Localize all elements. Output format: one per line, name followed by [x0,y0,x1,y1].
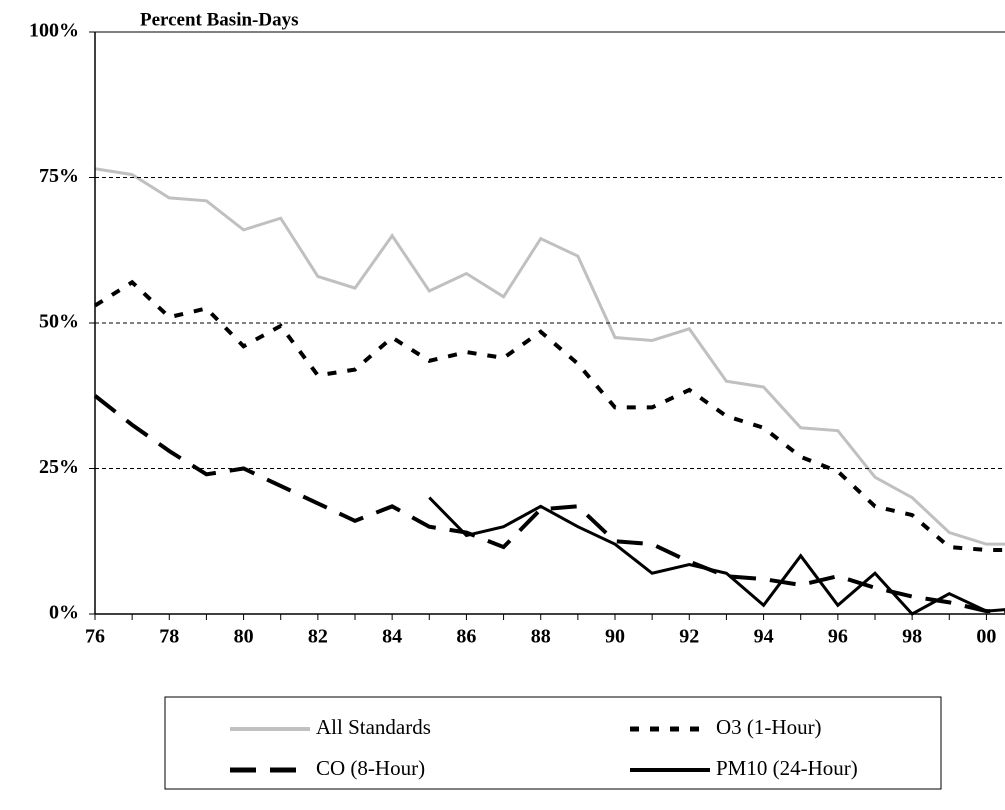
series-line [428,496,1005,616]
legend-box [164,696,942,790]
x-tick-label: 78 [159,626,179,648]
x-tick-label: 88 [531,626,551,648]
x-tick-label: 82 [308,626,328,648]
legend-label: CO (8-Hour) [316,756,425,780]
y-tick-label: 100% [29,20,79,42]
y-tick-label: 25% [39,456,79,478]
series-line [94,167,1005,546]
legend-label: PM10 (24-Hour) [716,756,858,780]
x-tick-label: 98 [902,626,922,648]
x-tick-label: 76 [85,626,105,648]
y-tick-label: 50% [39,311,79,333]
x-tick-label: 00 [976,626,996,648]
series-line [93,394,1005,614]
legend-label: All Standards [316,715,431,739]
x-tick-label: 90 [605,626,625,648]
x-tick-label: 84 [382,626,402,648]
y-tick-label: 0% [49,602,79,624]
x-tick-label: 96 [828,626,848,648]
legend-label: O3 (1-Hour) [716,715,822,739]
y-tick-label: 75% [39,165,79,187]
y-axis-title: Percent Basin-Days [140,9,299,30]
x-tick-label: 86 [456,626,476,648]
plot-area [93,167,1005,616]
x-tick-label: 92 [679,626,699,648]
series-line [93,279,1005,552]
x-tick-label: 80 [234,626,254,648]
x-tick-label: 94 [754,626,774,648]
